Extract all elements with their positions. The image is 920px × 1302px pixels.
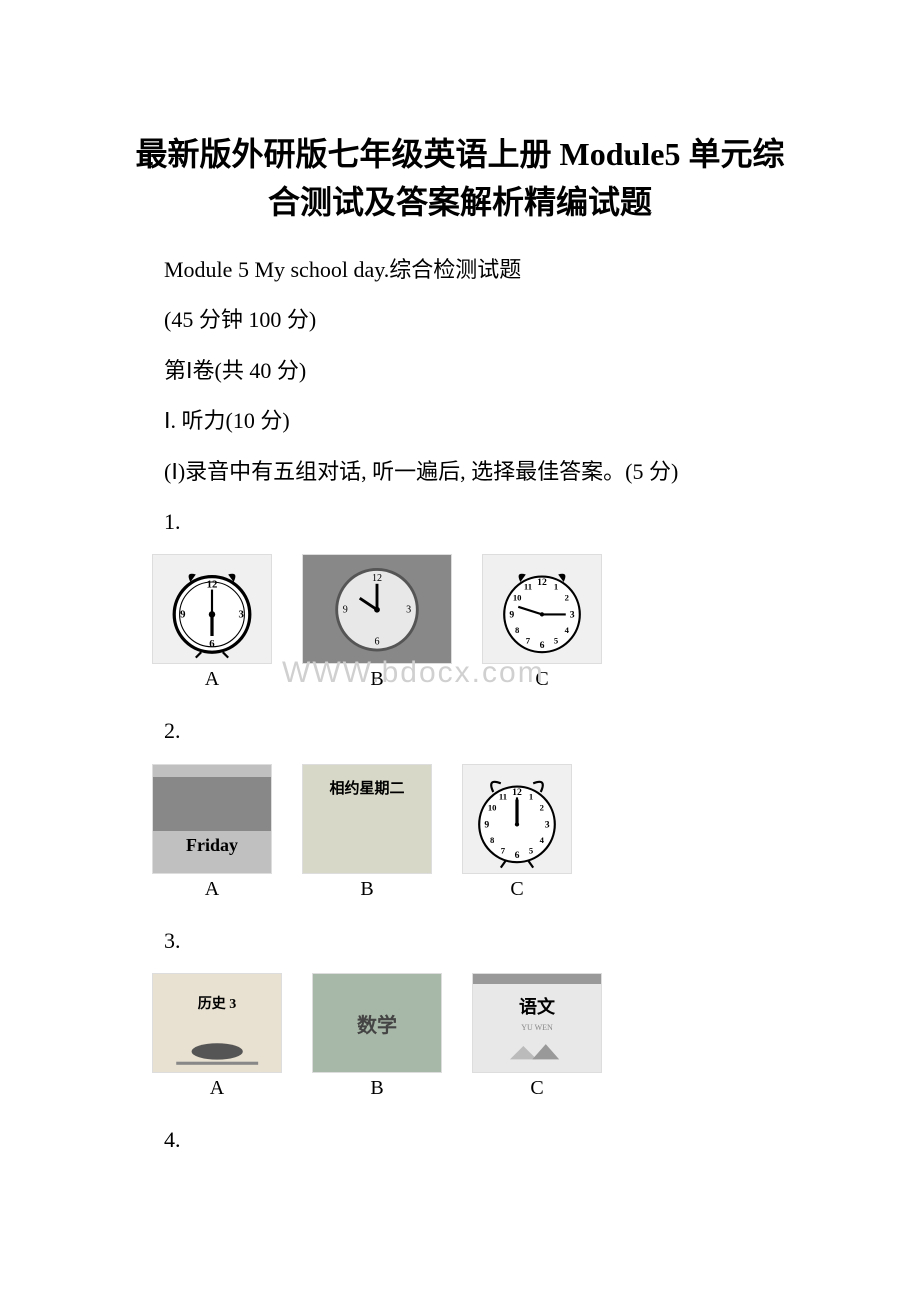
option-label: B <box>370 1077 383 1100</box>
svg-text:3: 3 <box>406 605 411 616</box>
svg-text:11: 11 <box>499 791 507 801</box>
subtitle-text: Module 5 My school day.综合检测试题 <box>120 246 800 294</box>
book-image: 语文 YU WEN <box>472 973 602 1073</box>
svg-text:6: 6 <box>209 638 215 650</box>
svg-text:9: 9 <box>180 609 186 621</box>
book-subtitle: YU WEN <box>521 1023 553 1032</box>
option-item: 数学 B <box>312 973 442 1100</box>
svg-text:3: 3 <box>545 819 550 830</box>
svg-text:7: 7 <box>501 845 506 855</box>
option-item: 语文 YU WEN C <box>472 973 602 1100</box>
listening-header: Ⅰ. 听力(10 分) <box>120 397 800 445</box>
svg-text:9: 9 <box>343 605 348 616</box>
question-number: 1. <box>120 498 800 546</box>
book-image: 历史 3 <box>152 973 282 1073</box>
option-label: C <box>530 1077 543 1100</box>
svg-text:5: 5 <box>554 636 558 646</box>
svg-text:7: 7 <box>526 636 531 646</box>
option-label: A <box>210 1077 224 1100</box>
svg-text:6: 6 <box>515 850 520 861</box>
question-number: 2. <box>120 707 800 755</box>
option-item: 历史 3 A <box>152 973 282 1100</box>
option-label: B <box>360 878 373 901</box>
svg-text:6: 6 <box>374 637 379 648</box>
question-3-images: 历史 3 A 数学 B 语文 YU WEN C <box>152 973 800 1100</box>
svg-text:5: 5 <box>529 845 533 855</box>
listening-instruction: (Ⅰ)录音中有五组对话, 听一遍后, 选择最佳答案。(5 分) <box>120 448 800 496</box>
question-1-images: 12 3 6 9 12 3 6 9 <box>152 554 800 664</box>
option-label: A <box>205 668 219 690</box>
svg-text:4: 4 <box>540 834 545 844</box>
svg-text:4: 4 <box>565 625 570 635</box>
duration-text: (45 分钟 100 分) <box>120 296 800 344</box>
svg-text:12: 12 <box>207 579 218 591</box>
clock-image: 12 3 6 9 <box>152 554 272 664</box>
book-image: 相约星期二 <box>302 764 432 874</box>
svg-text:9: 9 <box>484 819 489 830</box>
svg-text:1: 1 <box>554 582 558 592</box>
question-2-images: Friday A 相约星期二 B 12 1 2 3 4 5 6 7 8 9 10… <box>152 764 800 901</box>
svg-text:10: 10 <box>488 802 497 812</box>
option-item: 12 1 2 3 4 5 6 7 8 9 10 11 <box>482 554 602 664</box>
option-label: A <box>205 878 219 901</box>
svg-text:10: 10 <box>513 593 522 603</box>
svg-text:3: 3 <box>570 610 575 621</box>
option-item: 12 3 6 9 <box>302 554 452 664</box>
book-title: 数学 <box>353 1005 401 1042</box>
option-item: Friday A <box>152 764 272 901</box>
page-title: 最新版外研版七年级英语上册 Module5 单元综合测试及答案解析精编试题 <box>120 130 800 226</box>
book-image: 数学 <box>312 973 442 1073</box>
question-number: 3. <box>120 917 800 965</box>
svg-text:3: 3 <box>238 609 244 621</box>
svg-text:6: 6 <box>540 640 545 651</box>
book-title: Friday <box>182 831 242 860</box>
svg-text:11: 11 <box>524 582 532 592</box>
svg-text:12: 12 <box>537 578 547 589</box>
option-item: 12 3 6 9 <box>152 554 272 664</box>
book-title: 历史 3 <box>194 989 241 1017</box>
option-item: 相约星期二 B <box>302 764 432 901</box>
svg-text:8: 8 <box>490 834 495 844</box>
option-label: C <box>510 878 523 901</box>
watermark-text: WWW.bdocx.com <box>282 656 545 690</box>
clock-image: 12 3 6 9 <box>302 554 452 664</box>
option-item: 12 1 2 3 4 5 6 7 8 9 10 11 C <box>462 764 572 901</box>
svg-text:12: 12 <box>512 787 522 798</box>
clock-image: 12 1 2 3 4 5 6 7 8 9 10 11 <box>462 764 572 874</box>
svg-text:8: 8 <box>515 625 520 635</box>
svg-text:1: 1 <box>529 791 533 801</box>
book-image: Friday <box>152 764 272 874</box>
book-title: 语文 <box>515 989 559 1023</box>
svg-text:2: 2 <box>540 802 544 812</box>
svg-text:2: 2 <box>565 593 569 603</box>
svg-text:12: 12 <box>372 573 382 584</box>
section-header: 第Ⅰ卷(共 40 分) <box>120 347 800 395</box>
book-title: 相约星期二 <box>325 773 408 802</box>
svg-text:9: 9 <box>509 610 514 621</box>
clock-image: 12 1 2 3 4 5 6 7 8 9 10 11 <box>482 554 602 664</box>
question-number: 4. <box>120 1116 800 1164</box>
